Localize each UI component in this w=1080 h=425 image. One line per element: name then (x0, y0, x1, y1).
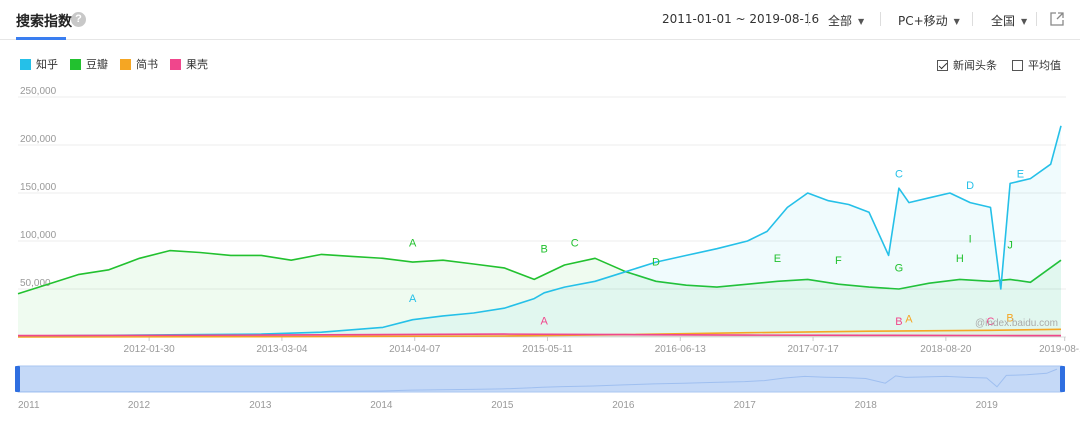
legend-label: 果壳 (186, 58, 208, 71)
navigator-year-label: 2012 (128, 400, 151, 411)
x-tick-label: 2015-05-11 (522, 344, 573, 355)
news-marker: D (966, 180, 974, 192)
navigator-year-label: 2016 (612, 400, 635, 411)
region-dropdown[interactable]: 全国 ▼ (991, 12, 1027, 29)
news-marker: A (409, 238, 417, 250)
y-tick-label: 250,000 (20, 86, 57, 97)
x-tick-label: 2013-03-04 (256, 344, 308, 355)
average-toggle[interactable]: 平均值 (1012, 57, 1061, 73)
legend-label: 豆瓣 (86, 58, 108, 71)
legend-item-guokr[interactable]: 果壳 (170, 56, 208, 72)
legend-swatch (70, 58, 81, 70)
y-tick-label: 50,000 (20, 278, 51, 289)
navigator-year-label: 2017 (734, 400, 757, 411)
chart-legend: 知乎 豆瓣 简书 果壳 (20, 56, 208, 72)
legend-swatch (170, 58, 181, 70)
news-marker: J (1007, 239, 1013, 251)
legend-swatch (20, 58, 31, 70)
x-tick-label: 2012-01-30 (124, 344, 176, 355)
navigator-year-label: 2015 (491, 400, 514, 411)
watermark: @index.baidu.com (975, 318, 1058, 329)
toolbar-divider (880, 12, 881, 26)
range-navigator[interactable] (15, 365, 1065, 393)
series-line-3 (17, 333, 1062, 337)
navigator-left-handle[interactable] (15, 366, 20, 392)
active-tab-underline (16, 37, 66, 40)
news-marker: E (774, 253, 781, 265)
chevron-down-icon: ▼ (1021, 17, 1028, 26)
navigator-preview-line (17, 368, 1058, 393)
navigator-right-handle[interactable] (1060, 366, 1065, 392)
device-dropdown[interactable]: PC+移动 ▼ (898, 12, 960, 29)
news-marker: A (540, 315, 548, 327)
scope-label: 全部 (828, 14, 853, 28)
legend-label: 简书 (136, 58, 158, 71)
x-tick-label: 2019-08-12 (1039, 344, 1080, 355)
x-tick-label: 2017-07-17 (787, 344, 839, 355)
navigator-year-label: 2013 (249, 400, 272, 411)
navigator-year-label: 2018 (855, 400, 878, 411)
y-tick-label: 150,000 (20, 182, 57, 193)
series-line-1 (17, 249, 1062, 295)
chevron-down-icon: ▼ (953, 17, 960, 26)
device-label: PC+移动 (898, 14, 948, 28)
navigator-year-label: 2014 (370, 400, 393, 411)
news-marker: B (540, 243, 547, 255)
news-headlines-label: 新闻头条 (953, 59, 997, 72)
average-label: 平均值 (1028, 59, 1061, 72)
news-headlines-toggle[interactable]: 新闻头条 (937, 57, 997, 73)
x-tick-label: 2018-08-20 (920, 344, 972, 355)
news-marker: B (1006, 312, 1013, 324)
navigator-selection (17, 365, 1063, 393)
news-marker: B (895, 316, 902, 328)
news-marker: A (905, 313, 913, 325)
date-range-picker[interactable]: 2011-01-01 ~ 2019-08-16 (662, 12, 819, 26)
legend-item-douban[interactable]: 豆瓣 (70, 56, 108, 72)
legend-label: 知乎 (36, 58, 58, 71)
toolbar-divider (972, 12, 973, 26)
series-area-1 (18, 250, 1061, 337)
news-marker: C (986, 316, 994, 328)
navigator-year-label: 2011 (18, 400, 40, 411)
news-marker: D (652, 257, 660, 269)
news-marker: H (956, 253, 964, 265)
header-bar: 搜索指数 ? 2011-01-01 ~ 2019-08-16 全部 ▼ PC+移动… (0, 0, 1080, 40)
page-title: 搜索指数 (16, 14, 72, 30)
share-icon[interactable] (1049, 11, 1065, 27)
news-marker: F (835, 255, 842, 267)
toolbar-divider (808, 12, 809, 26)
news-marker: C (895, 168, 903, 180)
x-tick-label: 2014-04-07 (389, 344, 441, 355)
legend-swatch (120, 58, 131, 70)
average-checkbox[interactable] (1012, 59, 1023, 71)
help-icon[interactable]: ? (71, 12, 86, 27)
news-marker: G (895, 262, 904, 274)
navigator-year-label: 2019 (976, 400, 999, 411)
legend-item-jianshu[interactable]: 简书 (120, 56, 158, 72)
y-tick-label: 200,000 (20, 134, 57, 145)
series-area-3 (18, 334, 1061, 337)
series-area-0 (18, 125, 1061, 337)
news-marker: A (409, 293, 417, 305)
chevron-down-icon: ▼ (858, 17, 865, 26)
news-headlines-checkbox[interactable] (937, 59, 948, 71)
toolbar-divider (1036, 12, 1037, 26)
series-line-2 (17, 328, 1062, 338)
scope-dropdown[interactable]: 全部 ▼ (828, 12, 864, 29)
news-marker: E (1017, 168, 1024, 180)
series-line-0 (17, 125, 1062, 337)
news-marker: I (969, 234, 972, 246)
news-marker: C (571, 238, 579, 250)
y-tick-label: 100,000 (20, 230, 57, 241)
date-range-label: 2011-01-01 ~ 2019-08-16 (662, 12, 820, 26)
region-label: 全国 (991, 14, 1016, 28)
legend-item-zhihu[interactable]: 知乎 (20, 56, 58, 72)
x-tick-label: 2016-06-13 (655, 344, 707, 355)
